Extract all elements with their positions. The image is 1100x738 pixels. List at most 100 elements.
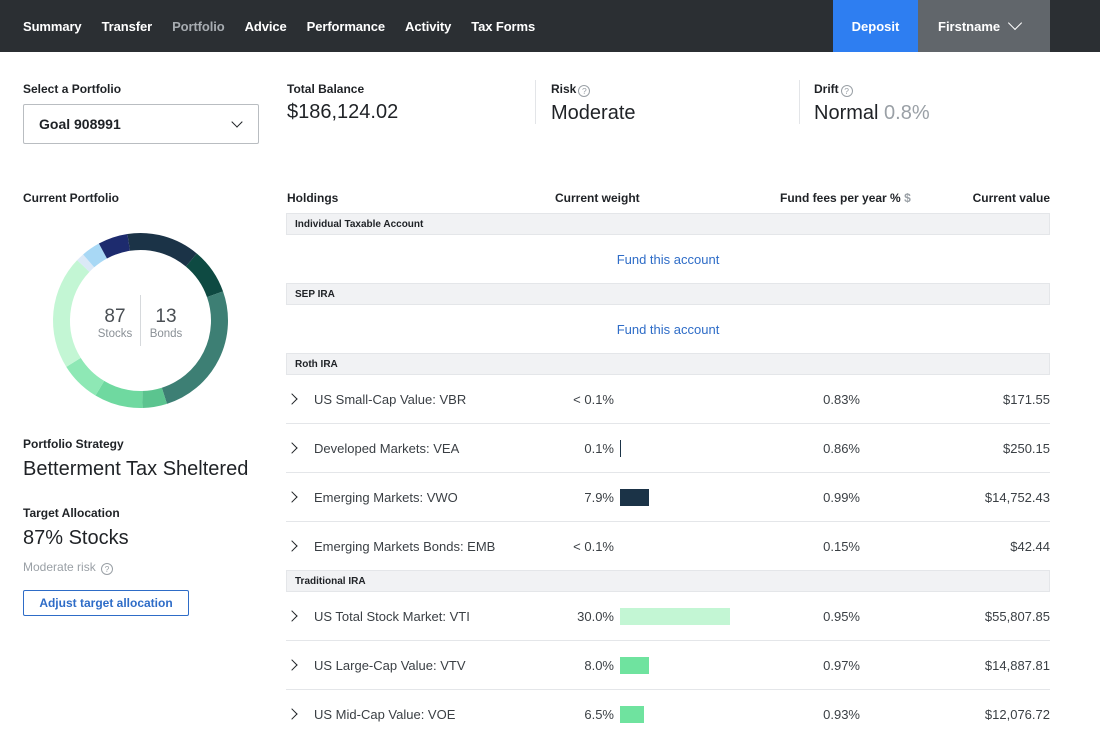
help-icon[interactable]: ? <box>578 85 591 97</box>
donut-segment <box>77 254 95 272</box>
holding-fee: 0.95% <box>823 609 860 624</box>
risk-value: Moderate <box>551 102 636 124</box>
holding-row[interactable]: Developed Markets: VEA 0.1% 0.86% $250.1… <box>286 424 1050 473</box>
holding-fee: 0.15% <box>823 539 860 554</box>
chevron-right-icon[interactable] <box>286 610 298 622</box>
holding-fee: 0.97% <box>823 658 860 673</box>
current-portfolio-label: Current Portfolio <box>23 191 119 205</box>
nav-performance[interactable]: Performance <box>306 18 386 34</box>
total-balance-value: $186,124.02 <box>287 101 399 123</box>
chevron-right-icon[interactable] <box>286 708 298 720</box>
drift-label-wrap: Drift? <box>814 82 930 97</box>
fund-fees-header: Fund fees per year % $ <box>780 191 911 205</box>
account-header-traditional-ira: Traditional IRA <box>286 570 1050 592</box>
drift-stat: Drift? Normal 0.8% <box>814 82 930 128</box>
donut-segment <box>127 233 197 267</box>
chevron-right-icon[interactable] <box>286 659 298 671</box>
holding-name: US Mid-Cap Value: VOE <box>314 707 456 722</box>
holding-value: $42.44 <box>1010 539 1050 554</box>
holding-name: Emerging Markets Bonds: EMB <box>314 539 496 554</box>
stat-divider <box>535 80 536 124</box>
fund-this-account-link[interactable]: Fund this account <box>616 322 720 337</box>
target-allocation-value: 87% Stocks <box>23 527 129 549</box>
holding-value: $250.15 <box>1003 441 1050 456</box>
holding-fee: 0.93% <box>823 707 860 722</box>
holding-fee: 0.83% <box>823 392 860 407</box>
risk-label-wrap: Risk? <box>551 82 636 97</box>
donut-segment <box>161 291 228 404</box>
chevron-down-icon <box>231 116 243 128</box>
holding-name: Developed Markets: VEA <box>314 441 460 456</box>
nav-advice[interactable]: Advice <box>244 18 287 34</box>
donut-segment <box>95 380 143 408</box>
holding-name: US Total Stock Market: VTI <box>314 609 470 624</box>
donut-segment <box>185 253 224 298</box>
holding-row[interactable]: US Small-Cap Value: VBR < 0.1% 0.83% $17… <box>286 375 1050 424</box>
chevron-down-icon <box>1007 15 1023 31</box>
target-allocation-label: Target Allocation <box>23 506 120 520</box>
holding-value: $171.55 <box>1003 392 1050 407</box>
deposit-button[interactable]: Deposit <box>833 0 918 52</box>
holding-weight-bar <box>620 489 649 506</box>
donut-segment <box>83 243 108 268</box>
chevron-right-icon[interactable] <box>286 540 298 552</box>
holding-value: $12,076.72 <box>984 707 1050 722</box>
allocation-donut-chart: 87 Stocks 13 Bonds <box>53 233 228 408</box>
nav-summary[interactable]: Summary <box>23 18 82 34</box>
holding-name: US Small-Cap Value: VBR <box>314 392 467 407</box>
holding-fee: 0.86% <box>823 441 860 456</box>
holding-row[interactable]: US Mid-Cap Value: VOE 6.5% 0.93% $12,076… <box>286 690 1050 738</box>
donut-segments <box>53 233 228 408</box>
adjust-target-allocation-button[interactable]: Adjust target allocation <box>23 590 189 616</box>
portfolio-select[interactable]: Goal 908991 <box>23 104 259 144</box>
nav-portfolio[interactable]: Portfolio <box>172 18 225 34</box>
holding-weight: 8.0% <box>584 658 614 673</box>
drift-label: Drift <box>814 82 839 96</box>
stocks-percent: 87 <box>104 306 125 327</box>
drift-value: Normal <box>814 102 879 124</box>
fees-dollar-toggle[interactable]: $ <box>904 191 911 205</box>
bonds-percent: 13 <box>155 306 176 327</box>
donut-segment <box>53 260 90 367</box>
portfolio-select-value: Goal 908991 <box>39 116 121 132</box>
main-nav: Summary Transfer Portfolio Advice Perfor… <box>23 0 555 52</box>
fund-fees-header-text: Fund fees per year % <box>780 191 901 205</box>
holding-row[interactable]: US Total Stock Market: VTI 30.0% 0.95% $… <box>286 592 1050 641</box>
holdings-header: Holdings <box>287 191 339 205</box>
holding-fee: 0.99% <box>823 490 860 505</box>
account-header-roth-ira: Roth IRA <box>286 353 1050 375</box>
risk-stat: Risk? Moderate <box>551 82 636 128</box>
holding-value: $14,752.43 <box>984 490 1050 505</box>
holding-weight-bar <box>620 608 730 625</box>
holding-row[interactable]: Emerging Markets Bonds: EMB < 0.1% 0.15%… <box>286 522 1050 571</box>
holding-name: Emerging Markets: VWO <box>314 490 458 505</box>
holding-weight-bar <box>620 706 644 723</box>
chevron-right-icon[interactable] <box>286 491 298 503</box>
holding-weight-bar <box>620 440 621 457</box>
holding-weight: < 0.1% <box>573 539 614 554</box>
account-header-sep-ira: SEP IRA <box>286 283 1050 305</box>
holding-value: $14,887.81 <box>984 658 1050 673</box>
holding-weight-bar <box>620 657 650 674</box>
stocks-label: Stocks <box>98 328 133 340</box>
donut-segment <box>98 233 131 259</box>
holding-row[interactable]: US Large-Cap Value: VTV 8.0% 0.97% $14,8… <box>286 641 1050 690</box>
nav-transfer[interactable]: Transfer <box>101 18 153 34</box>
help-icon[interactable]: ? <box>101 563 114 575</box>
holding-weight: 6.5% <box>584 707 614 722</box>
total-balance-stat: Total Balance $186,124.02 <box>287 82 398 128</box>
user-menu-button[interactable]: Firstname <box>918 0 1050 52</box>
holding-weight: 0.1% <box>584 441 614 456</box>
holding-row[interactable]: Emerging Markets: VWO 7.9% 0.99% $14,752… <box>286 473 1050 522</box>
nav-tax-forms[interactable]: Tax Forms <box>471 18 536 34</box>
chevron-right-icon[interactable] <box>286 442 298 454</box>
help-icon[interactable]: ? <box>840 85 853 97</box>
chevron-right-icon[interactable] <box>286 393 298 405</box>
fund-this-account-link[interactable]: Fund this account <box>616 252 720 267</box>
nav-activity[interactable]: Activity <box>405 18 452 34</box>
top-nav-bar: Summary Transfer Portfolio Advice Perfor… <box>0 0 1100 52</box>
stat-divider <box>799 80 800 124</box>
donut-segment <box>141 387 167 408</box>
select-portfolio-label: Select a Portfolio <box>23 82 122 96</box>
risk-label: Risk <box>551 82 577 96</box>
